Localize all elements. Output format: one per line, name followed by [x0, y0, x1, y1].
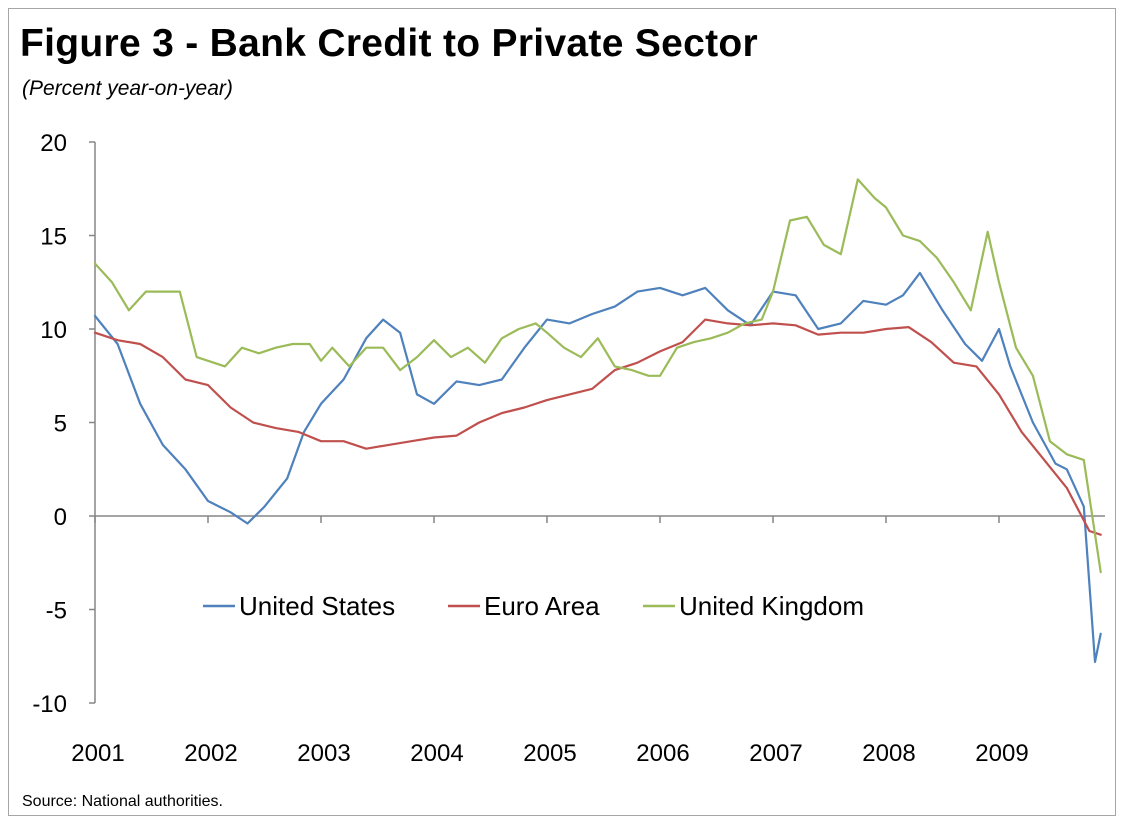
- series-line-united-kingdom: [93, 178, 1102, 574]
- source-note: Source: National authorities.: [22, 793, 223, 810]
- x-tick-label: 2007: [749, 740, 802, 767]
- legend-label-united-states: United States: [239, 591, 395, 621]
- y-tick-label: 0: [54, 504, 67, 531]
- x-tick-label: 2006: [636, 740, 689, 767]
- legend-label-united-kingdom: United Kingdom: [679, 591, 864, 621]
- y-tick-label: 5: [54, 411, 67, 438]
- y-tick-label: 10: [40, 317, 67, 344]
- x-tick-label: 2008: [862, 740, 915, 767]
- chart-subtitle: (Percent year-on-year): [22, 77, 233, 100]
- series-line-united-states: [93, 271, 1102, 664]
- x-tick-label: 2002: [184, 740, 237, 767]
- legend-label-euro-area: Euro Area: [484, 591, 600, 621]
- y-tick-label: 20: [40, 130, 67, 157]
- x-tick-label: 2009: [975, 740, 1028, 767]
- x-tick-label: 2005: [523, 740, 576, 767]
- series-line-euro-area: [93, 318, 1102, 536]
- chart-title: Figure 3 - Bank Credit to Private Sector: [20, 22, 759, 65]
- x-tick-label: 2003: [297, 740, 350, 767]
- y-tick-label: -10: [32, 691, 67, 718]
- y-tick-label: -5: [46, 598, 67, 625]
- x-tick-label: 2001: [71, 740, 124, 767]
- y-tick-label: 15: [40, 224, 67, 251]
- chart-frame: [8, 8, 1116, 816]
- x-tick-label: 2004: [410, 740, 463, 767]
